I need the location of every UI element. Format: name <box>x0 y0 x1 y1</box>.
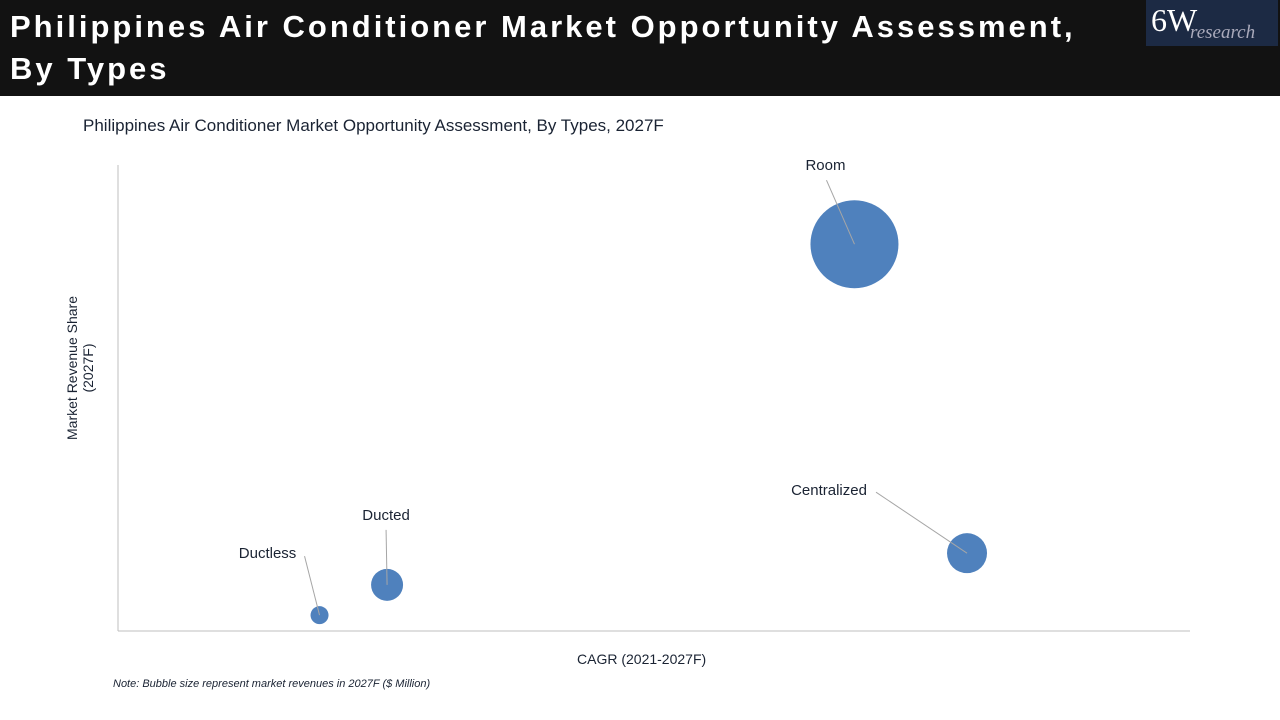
page-title: Philippines Air Conditioner Market Oppor… <box>10 9 1076 86</box>
y-axis-label: Market Revenue Share (2027F) <box>64 296 96 440</box>
chart-note: Note: Bubble size represent market reven… <box>113 678 431 690</box>
bubble-label: Ducted <box>362 507 410 524</box>
chart-title: Philippines Air Conditioner Market Oppor… <box>83 116 664 135</box>
leader-line <box>304 556 321 616</box>
leader-line <box>875 491 968 554</box>
logo: 6W research <box>1146 0 1278 46</box>
leader-line <box>826 180 855 245</box>
bubble-label: Room <box>805 157 845 174</box>
logo-sub: research <box>1190 22 1256 43</box>
bubble-label: Centralized <box>791 482 867 499</box>
bubble-label: Ductless <box>239 545 297 562</box>
logo-main: 6W <box>1151 2 1198 38</box>
x-axis-label: CAGR (2021-2027F) <box>577 651 707 667</box>
header-bar: Philippines Air Conditioner Market Oppor… <box>0 0 1280 96</box>
leader-line <box>385 529 388 585</box>
